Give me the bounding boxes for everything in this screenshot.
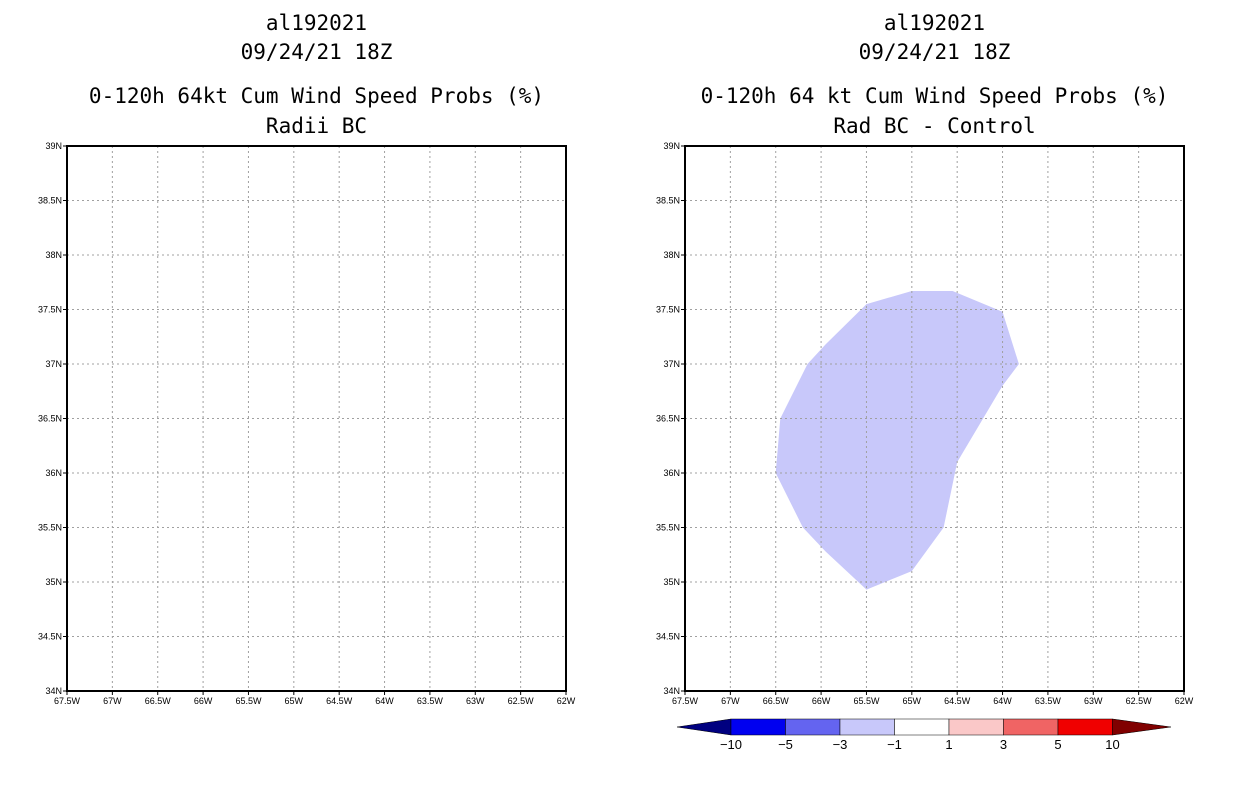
- colorbar-tick-label: −10: [720, 737, 742, 752]
- y-tick-label: 38N: [45, 250, 62, 260]
- x-tick-label: 63W: [1084, 696, 1103, 706]
- y-tick-label: 38N: [663, 250, 680, 260]
- colorbar-segment: [785, 718, 841, 736]
- chart-title-line-1: al192021: [884, 11, 985, 35]
- y-tick-label: 35N: [663, 577, 680, 587]
- colorbar-segment: [1057, 718, 1113, 736]
- x-tick-label: 65.5W: [235, 696, 262, 706]
- y-tick-label: 37.5N: [656, 305, 680, 315]
- chart-title-line-4: Radii BC: [266, 114, 367, 138]
- colorbar-segment: [676, 718, 732, 736]
- y-tick-label: 35N: [45, 577, 62, 587]
- x-tick-label: 66.5W: [145, 696, 172, 706]
- x-tick-label: 67W: [103, 696, 122, 706]
- x-tick-label: 62.5W: [1126, 696, 1153, 706]
- colorbar-tick-label: 10: [1105, 737, 1119, 752]
- x-tick-label: 64W: [375, 696, 394, 706]
- x-tick-label: 67.5W: [54, 696, 81, 706]
- colorbar-segment: [839, 718, 895, 736]
- x-tick-label: 65W: [903, 696, 922, 706]
- x-tick-label: 66W: [812, 696, 831, 706]
- colorbar-segment: [894, 718, 950, 736]
- chart-title-line-2: 09/24/21 18Z: [859, 40, 1011, 64]
- y-tick-label: 39N: [45, 141, 62, 151]
- x-tick-label: 65.5W: [853, 696, 880, 706]
- x-tick-label: 62W: [557, 696, 576, 706]
- map-panel-1: al192021 09/24/21 18Z 0-120h 64kt Cum Wind…: [38, 11, 576, 706]
- probability-difference-region-1: [775, 291, 1019, 590]
- y-tick-label: 37N: [663, 359, 680, 369]
- colorbar-segment: [1112, 718, 1172, 736]
- x-tick-label: 62W: [1175, 696, 1194, 706]
- y-tick-label: 36.5N: [656, 414, 680, 424]
- chart-title-line-4: Rad BC - Control: [833, 114, 1035, 138]
- colorbar-tick-label: 1: [945, 737, 952, 752]
- x-tick-label: 67.5W: [672, 696, 699, 706]
- x-tick-label: 63.5W: [1035, 696, 1062, 706]
- x-tick-label: 64W: [993, 696, 1012, 706]
- y-tick-label: 38.5N: [38, 196, 62, 206]
- y-tick-label: 34.5N: [38, 632, 62, 642]
- x-tick-label: 67W: [721, 696, 740, 706]
- y-tick-label: 34N: [45, 686, 62, 696]
- x-tick-label: 62.5W: [508, 696, 535, 706]
- map-panel-2: al192021 09/24/21 18Z 0-120h 64 kt Cum Win…: [656, 11, 1194, 752]
- x-tick-label: 64.5W: [944, 696, 971, 706]
- chart-title-line-1: al192021: [266, 11, 367, 35]
- chart-title-line-3: 0-120h 64 kt Cum Wind Speed Probs (%): [701, 84, 1169, 108]
- x-tick-label: 66W: [194, 696, 213, 706]
- y-tick-label: 39N: [663, 141, 680, 151]
- chart-title-line-3: 0-120h 64kt Cum Wind Speed Probs (%): [89, 84, 544, 108]
- y-tick-label: 37N: [45, 359, 62, 369]
- y-tick-label: 36.5N: [38, 414, 62, 424]
- y-tick-label: 35.5N: [656, 523, 680, 533]
- y-tick-label: 37.5N: [38, 305, 62, 315]
- chart-title-line-2: 09/24/21 18Z: [241, 40, 393, 64]
- y-tick-label: 38.5N: [656, 196, 680, 206]
- y-tick-label: 34.5N: [656, 632, 680, 642]
- x-tick-label: 66.5W: [763, 696, 790, 706]
- colorbar-tick-label: −3: [833, 737, 848, 752]
- x-tick-label: 65W: [285, 696, 304, 706]
- colorbar-tick-label: −5: [778, 737, 793, 752]
- colorbar-segment: [1003, 718, 1059, 736]
- y-tick-label: 36N: [45, 468, 62, 478]
- x-tick-label: 63W: [466, 696, 485, 706]
- colorbar-tick-label: 5: [1054, 737, 1061, 752]
- x-tick-label: 64.5W: [326, 696, 353, 706]
- y-tick-label: 34N: [663, 686, 680, 696]
- colorbar-segment: [730, 718, 786, 736]
- x-tick-label: 63.5W: [417, 696, 444, 706]
- colorbar: −10 −5 −3 −1 1 3 5 10: [676, 718, 1172, 752]
- y-tick-label: 35.5N: [38, 523, 62, 533]
- colorbar-segment: [948, 718, 1004, 736]
- colorbar-tick-label: 3: [1000, 737, 1007, 752]
- y-tick-label: 36N: [663, 468, 680, 478]
- colorbar-tick-label: −1: [887, 737, 902, 752]
- map-frame: [66, 145, 567, 692]
